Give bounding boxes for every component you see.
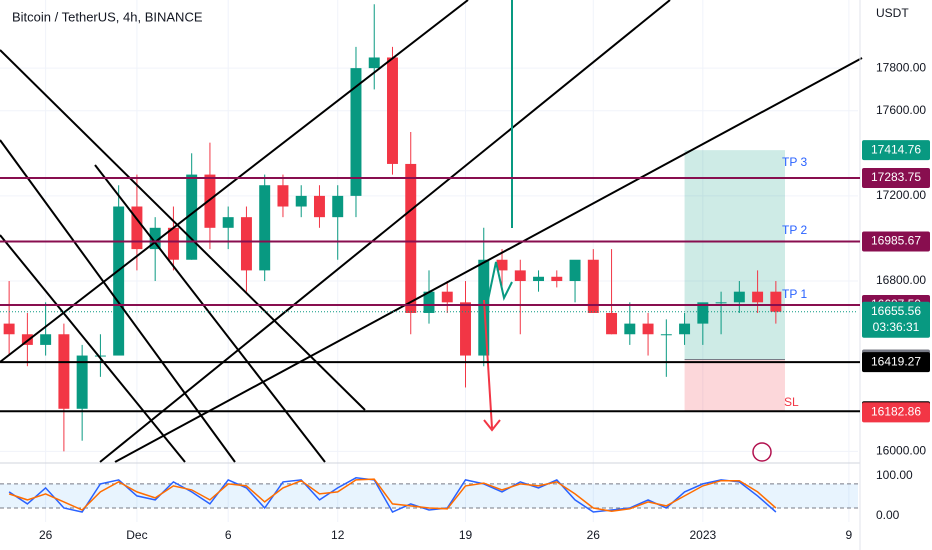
candle-body — [770, 291, 782, 312]
x-tick-label: 2023 — [689, 528, 716, 542]
y-tick-label: 17800.00 — [876, 60, 926, 74]
candle-body — [551, 276, 563, 282]
candle-body — [697, 302, 709, 324]
y-tick-label: 17200.00 — [876, 188, 926, 202]
candle-body — [76, 355, 88, 409]
price-label-box — [862, 140, 930, 161]
candle-body — [186, 174, 198, 260]
oscillator-band — [0, 483, 858, 508]
currency: USDT — [876, 6, 909, 20]
candle-body — [642, 323, 654, 335]
candle-body — [313, 195, 325, 218]
price-label-box — [862, 301, 930, 338]
x-tick-label: 12 — [331, 528, 345, 542]
trendline — [99, 0, 671, 463]
chart-title: Bitcoin / TetherUS, 4h, BINANCE — [12, 9, 203, 24]
price-label-box — [862, 402, 930, 423]
candle-body — [587, 259, 599, 313]
price-label: 16419.27 — [871, 354, 921, 368]
candle-body — [569, 259, 581, 282]
x-tick-label: 9 — [846, 528, 853, 542]
candle-body — [58, 334, 70, 409]
zigzag — [487, 261, 513, 301]
oscillator-line — [8, 478, 777, 512]
candle-body — [423, 291, 435, 313]
price-label: 17283.75 — [871, 170, 921, 184]
candle-body — [715, 302, 727, 304]
down-arrow — [483, 299, 493, 429]
trendline — [114, 57, 863, 463]
candle-body — [679, 323, 691, 335]
price-label-box — [862, 352, 930, 373]
candle-body — [350, 68, 362, 196]
candle-body — [204, 174, 216, 228]
candle-body — [606, 312, 618, 335]
candle-body — [240, 217, 252, 271]
candle-body — [222, 217, 234, 228]
candle-body — [94, 355, 106, 357]
trendline — [0, 234, 186, 463]
candle-body — [113, 206, 125, 356]
annotation: SL — [784, 395, 799, 409]
candle-body — [660, 334, 672, 336]
price-label: 16655.56 — [871, 304, 921, 318]
candle-body — [149, 227, 161, 250]
data-layer — [0, 0, 858, 522]
candle-body — [496, 259, 508, 271]
candle-body — [405, 163, 417, 313]
annotation: TP 1 — [782, 287, 807, 301]
annotation: TP 3 — [782, 155, 807, 169]
candle-body — [295, 195, 307, 207]
candle-body — [277, 185, 289, 207]
candle-body — [40, 334, 52, 345]
osc-tick-label: 100.00 — [876, 468, 913, 482]
trendline — [0, 139, 236, 463]
arrow-head — [483, 419, 501, 432]
osc-tick-label: 0.00 — [876, 508, 900, 522]
x-tick-label: 19 — [459, 528, 473, 542]
x-tick-label: 6 — [225, 528, 232, 542]
price-label-box — [862, 231, 930, 252]
candle-body — [441, 291, 453, 303]
price-label: 17414.76 — [871, 142, 921, 156]
candle-body — [3, 323, 15, 335]
price-label-box — [862, 168, 930, 189]
candle-body — [624, 323, 636, 335]
x-tick-label: 26 — [587, 528, 601, 542]
x-tick-label: 26 — [39, 528, 53, 542]
candle-body — [460, 302, 471, 356]
y-tick-label: 16800.00 — [876, 273, 926, 287]
y-tick-label: 17600.00 — [876, 103, 926, 117]
candle-body — [131, 206, 143, 250]
candle-body — [259, 185, 271, 271]
trendline — [0, 49, 366, 411]
price-label: 16985.67 — [871, 234, 921, 248]
oscillator-line — [8, 477, 777, 513]
candle-body — [533, 276, 545, 282]
candle-body — [514, 270, 526, 282]
candle-body — [368, 57, 380, 69]
trendline — [94, 164, 326, 463]
alert-icon[interactable] — [752, 442, 772, 462]
target-zone — [684, 150, 785, 360]
candle-body — [332, 195, 344, 218]
candle-body — [752, 291, 764, 303]
candle-body — [387, 57, 398, 164]
candle-body — [167, 227, 179, 260]
label-layer: 16000.00 16800.00 17200.00 17600.00 17800.00… — [39, 60, 930, 542]
trendline — [0, 0, 469, 363]
y-tick-label: 16000.00 — [876, 444, 926, 458]
countdown: 03:36:31 — [873, 320, 920, 334]
x-tick-label: Dec — [126, 528, 147, 542]
price-label: 16182.86 — [871, 405, 921, 419]
candle-body — [733, 291, 745, 303]
stop-zone — [684, 359, 785, 412]
trendlines — [0, 0, 863, 463]
annotation: TP 2 — [782, 223, 807, 237]
